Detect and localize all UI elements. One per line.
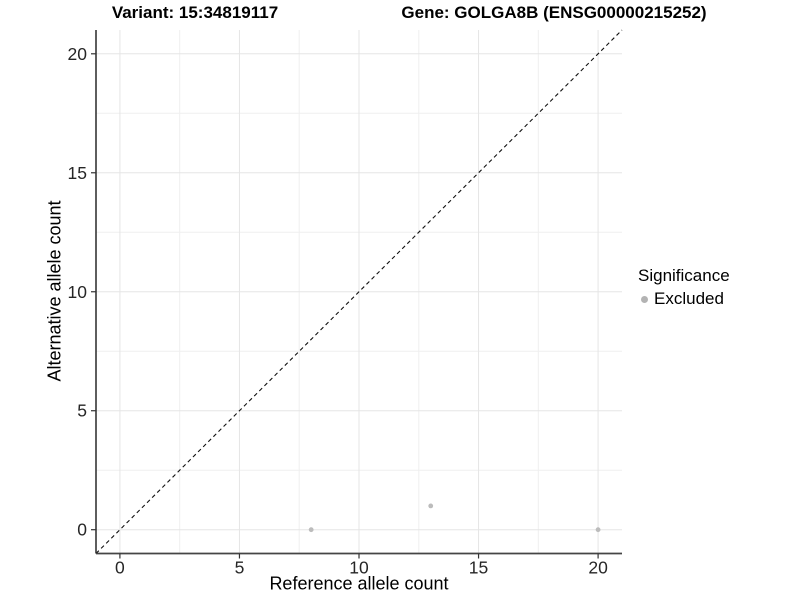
- y-axis-title: Alternative allele count: [44, 200, 65, 382]
- plot-title-variant: Variant: 15:34819117: [111, 3, 279, 22]
- y-tick-label: 5: [77, 401, 87, 421]
- legend-point-icon: [641, 295, 648, 303]
- legend-title: Significance: [638, 266, 730, 285]
- data-point: [595, 527, 601, 533]
- x-axis-title: Reference allele count: [269, 573, 449, 594]
- y-tick-label: 20: [68, 44, 88, 64]
- x-tick-label: 20: [588, 558, 608, 578]
- plot-title-gene: Gene: GOLGA8B (ENSG00000215252): [401, 3, 707, 22]
- y-tick-label: 10: [68, 282, 88, 302]
- legend: Significance Excluded: [638, 266, 730, 309]
- legend-item-excluded: Excluded: [638, 289, 730, 309]
- x-tick-label: 10: [349, 558, 369, 578]
- y-tick-label: 0: [77, 520, 87, 540]
- x-tick-label: 5: [235, 558, 245, 578]
- x-tick-label: 15: [469, 558, 488, 578]
- identity-dashed-line: [95, 29, 623, 554]
- legend-item-label: Excluded: [654, 289, 724, 308]
- data-point: [308, 527, 314, 533]
- x-tick-label: 0: [115, 558, 125, 578]
- data-point: [428, 503, 434, 509]
- y-tick-label: 15: [68, 163, 87, 183]
